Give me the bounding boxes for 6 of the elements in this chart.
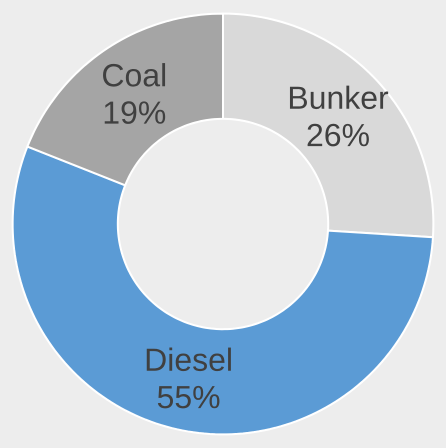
data-label: 55% <box>158 386 220 408</box>
slice-label: Bunker <box>290 86 388 110</box>
data-label: 19% <box>104 101 166 124</box>
data-label: 26% <box>308 124 369 146</box>
slice-label: Diesel <box>146 348 231 372</box>
slice-label: Coal <box>103 63 166 87</box>
